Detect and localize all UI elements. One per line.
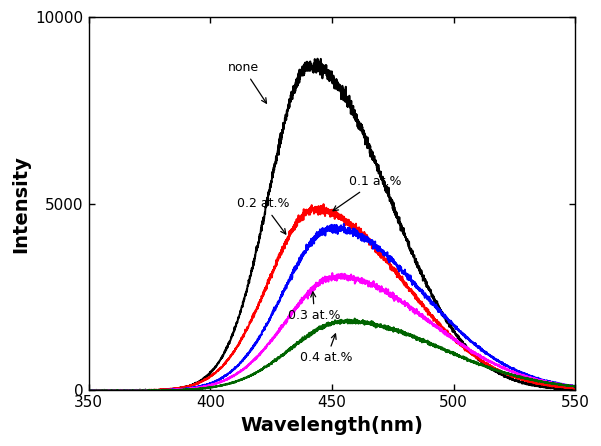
- Text: 0.2 at.%: 0.2 at.%: [237, 197, 290, 234]
- Y-axis label: Intensity: Intensity: [11, 155, 30, 253]
- Text: 0.1 at.%: 0.1 at.%: [333, 175, 401, 211]
- Text: 0.3 at.%: 0.3 at.%: [288, 292, 341, 322]
- Text: none: none: [227, 61, 266, 103]
- Text: 0.4 at.%: 0.4 at.%: [300, 334, 353, 364]
- X-axis label: Wavelength(nm): Wavelength(nm): [240, 416, 424, 435]
